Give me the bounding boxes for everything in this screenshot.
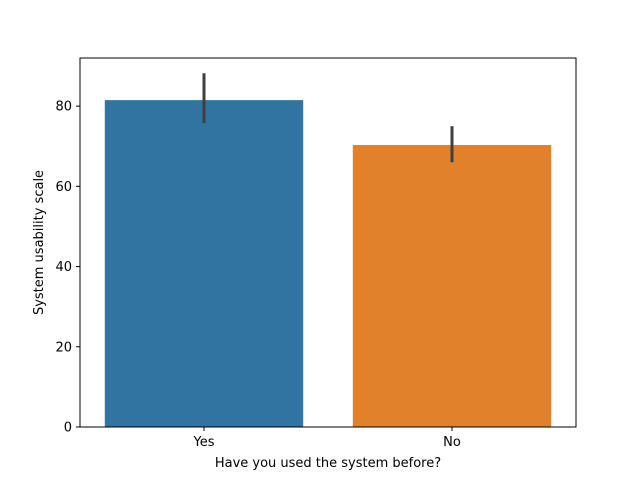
error-bars-group (202, 73, 454, 163)
bar-yes (104, 100, 304, 427)
y-tick-label-20: 20 (55, 340, 72, 355)
plot-frame (79, 57, 577, 428)
y-tick-label-60: 60 (55, 180, 72, 195)
x-axis: Yes No (193, 427, 461, 450)
x-tick-label-no: No (443, 435, 461, 450)
y-axis: 0 20 40 60 80 (55, 100, 80, 436)
y-tick-label-0: 0 (64, 421, 72, 436)
y-axis-label: System usability scale (32, 170, 47, 315)
y-tick-label-80: 80 (55, 100, 72, 115)
x-axis-label: Have you used the system before? (215, 456, 441, 471)
y-tick-label-40: 40 (55, 260, 72, 275)
x-tick-label-yes: Yes (193, 435, 215, 450)
bars-group (104, 100, 552, 427)
bar-no (352, 145, 552, 427)
